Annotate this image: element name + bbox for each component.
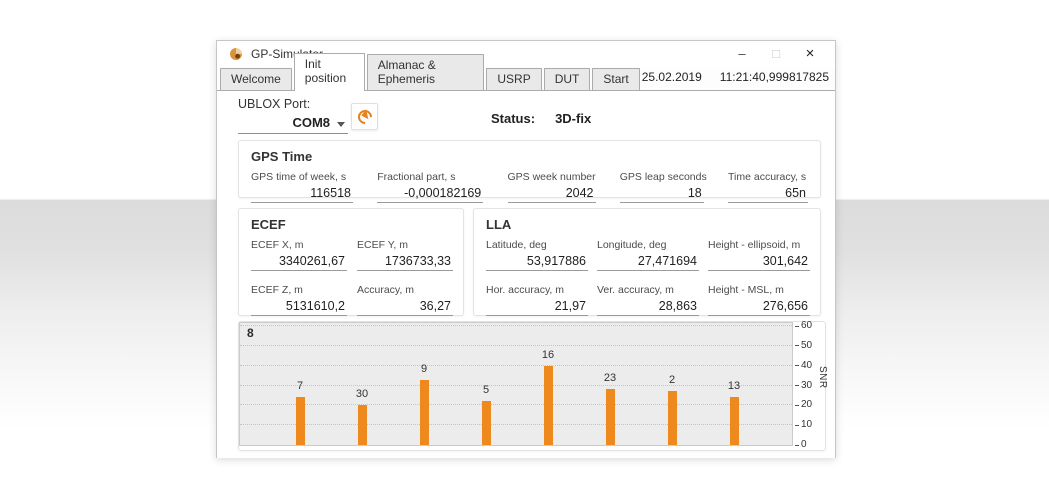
datetime-display: 25.02.2019 11:21:40,999817825 bbox=[642, 70, 835, 84]
tab-bar: Welcome Init position Almanac & Ephemeri… bbox=[217, 53, 835, 91]
snr-bar-label: 5 bbox=[482, 384, 490, 397]
y-tick-label: 60 bbox=[795, 320, 812, 332]
field-hor-accuracy: Hor. accuracy, m 21,97 bbox=[486, 284, 588, 316]
snr-bar-label: 9 bbox=[420, 362, 428, 375]
snr-bar bbox=[357, 405, 367, 445]
field-ecef-y: ECEF Y, m 1736733,33 bbox=[357, 239, 453, 271]
field-latitude: Latitude, deg 53,917886 bbox=[486, 239, 588, 271]
satellite-count: 8 bbox=[247, 326, 254, 340]
snr-bar-label: 30 bbox=[355, 388, 369, 401]
field-time-accuracy: Time accuracy, s 65n bbox=[728, 171, 808, 203]
init-position-panel: UBLOX Port: COM8 Status: 3D-fix GPS Time … bbox=[217, 91, 835, 458]
lla-card: LLA Latitude, deg 53,917886 Longitude, d… bbox=[473, 208, 821, 316]
tab-init-position[interactable]: Init position bbox=[293, 53, 365, 91]
y-tick-label: 0 bbox=[795, 439, 807, 451]
tab-dut[interactable]: DUT bbox=[543, 68, 591, 90]
field-fractional-part: Fractional part, s -0,000182169 bbox=[377, 171, 484, 203]
snr-bar bbox=[481, 401, 491, 445]
snr-bar bbox=[295, 397, 305, 445]
snr-bar bbox=[543, 365, 553, 445]
field-ecef-x: ECEF X, m 3340261,67 bbox=[251, 239, 347, 271]
snr-bar bbox=[667, 391, 677, 445]
gridline bbox=[240, 404, 792, 406]
gridline bbox=[240, 384, 792, 386]
ublox-port-select[interactable]: COM8 bbox=[238, 112, 348, 134]
refresh-icon bbox=[354, 106, 375, 127]
gridline bbox=[240, 364, 792, 366]
date-value: 25.02.2019 bbox=[641, 70, 702, 84]
snr-bar-label: 7 bbox=[296, 380, 304, 393]
tab-usrp[interactable]: USRP bbox=[486, 68, 542, 90]
window-controls: – □ × bbox=[725, 42, 827, 66]
minimize-icon[interactable]: – bbox=[738, 46, 746, 61]
close-icon[interactable]: × bbox=[805, 45, 815, 62]
status-row: Status: 3D-fix bbox=[491, 111, 591, 126]
snr-bar-label: 23 bbox=[603, 372, 617, 385]
ecef-card: ECEF ECEF X, m 3340261,67 ECEF Y, m 1736… bbox=[238, 208, 464, 316]
gps-time-card: GPS Time GPS time of week, s 116518 Frac… bbox=[238, 140, 821, 203]
lla-title: LLA bbox=[486, 217, 512, 232]
maximize-icon[interactable]: □ bbox=[772, 46, 780, 61]
chevron-down-icon bbox=[337, 122, 345, 127]
time-value: 11:21:40,999817825 bbox=[719, 70, 829, 84]
snr-bar-label: 13 bbox=[727, 380, 741, 393]
y-tick-label: 30 bbox=[795, 380, 812, 392]
y-tick-label: 10 bbox=[795, 419, 812, 431]
tab-start[interactable]: Start bbox=[592, 68, 640, 90]
app-window: GP-Simulator – □ × Welcome Init position… bbox=[216, 40, 836, 458]
ecef-title: ECEF bbox=[251, 217, 286, 232]
snr-bar bbox=[605, 389, 615, 445]
app-logo-icon bbox=[229, 47, 243, 61]
snr-bar-label: 2 bbox=[668, 374, 676, 387]
field-ver-accuracy: Ver. accuracy, m 28,863 bbox=[597, 284, 699, 316]
snr-yaxis: 0 10 20 30 40 50 60 bbox=[795, 320, 821, 450]
ublox-port-value: COM8 bbox=[292, 115, 330, 130]
y-tick-label: 50 bbox=[795, 340, 812, 352]
tab-almanac-ephemeris[interactable]: Almanac & Ephemeris bbox=[366, 54, 485, 90]
snr-chart-card: 8 7 30 9 5 16 23 2 13 0 10 20 30 40 50 60 SNR bbox=[238, 320, 828, 451]
snr-plot: 8 7 30 9 5 16 23 2 13 bbox=[239, 322, 793, 446]
y-tick-label: 40 bbox=[795, 360, 812, 372]
snr-axis-title: SNR bbox=[817, 366, 828, 389]
field-height-ellipsoid: Height - ellipsoid, m 301,642 bbox=[708, 239, 810, 271]
field-gps-week-number: GPS week number 2042 bbox=[507, 171, 596, 203]
status-badge: 3D-fix bbox=[555, 111, 592, 126]
snr-bar bbox=[729, 397, 739, 445]
field-gps-time-of-week: GPS time of week, s 116518 bbox=[251, 171, 353, 203]
gridline bbox=[240, 424, 792, 426]
gridline bbox=[240, 344, 792, 346]
gps-time-title: GPS Time bbox=[251, 149, 313, 164]
status-label: Status: bbox=[491, 111, 536, 126]
field-longitude: Longitude, deg 27,471694 bbox=[597, 239, 699, 271]
field-height-msl: Height - MSL, m 276,656 bbox=[708, 284, 810, 316]
gridline bbox=[240, 325, 792, 326]
field-gps-leap-seconds: GPS leap seconds 18 bbox=[619, 171, 707, 203]
snr-bar bbox=[419, 379, 429, 445]
snr-bar-label: 16 bbox=[541, 348, 555, 361]
field-ecef-z: ECEF Z, m 5131610,2 bbox=[251, 284, 347, 316]
refresh-ports-button[interactable] bbox=[351, 103, 378, 130]
ublox-port-label: UBLOX Port: bbox=[238, 97, 311, 111]
y-tick-label: 20 bbox=[795, 399, 812, 411]
field-ecef-accuracy: Accuracy, m 36,27 bbox=[357, 284, 453, 316]
tab-welcome[interactable]: Welcome bbox=[220, 68, 292, 90]
